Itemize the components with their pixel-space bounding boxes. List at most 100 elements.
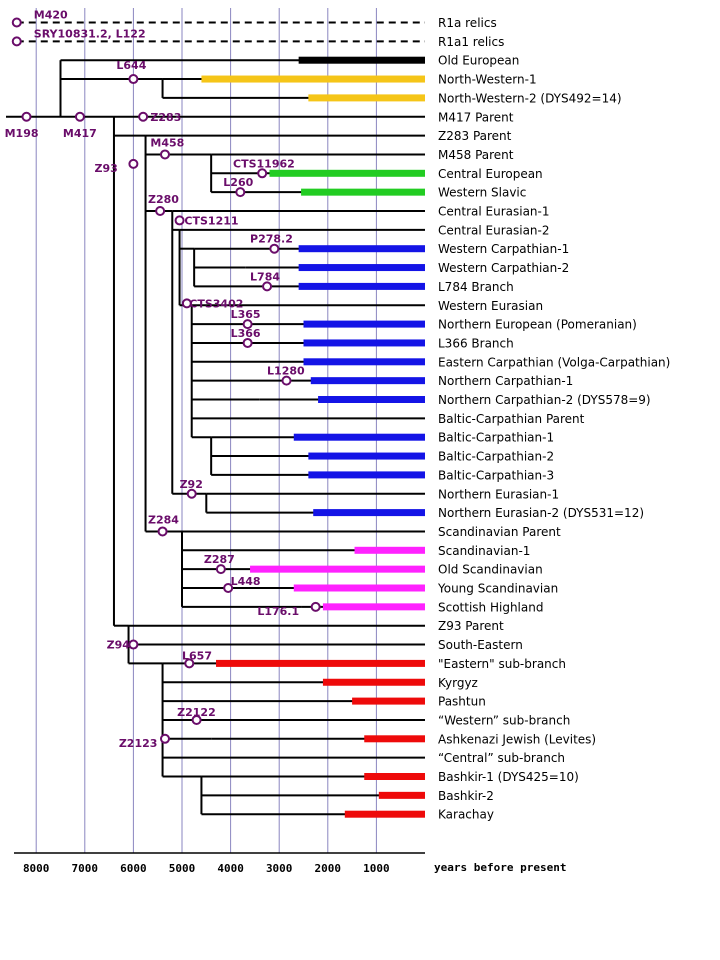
mutation-label-z287: Z287 (204, 553, 235, 566)
branch-bar-northern-carpathian-1 (310, 377, 425, 385)
mutation-marker-z93 (128, 158, 139, 169)
branch-bar-l366-branch (303, 339, 425, 347)
mutation-marker-cts3402 (181, 298, 192, 309)
mutation-marker-l644 (128, 74, 139, 85)
branch-label-central-eurasian-1: Central Eurasian-1 (438, 205, 550, 219)
mutation-label-z2123: Z2123 (119, 737, 158, 750)
mutation-label-cts11962: CTS11962 (233, 157, 295, 170)
branch-label-karachay: Karachay (438, 808, 494, 822)
mutation-label-l657: L657 (182, 649, 212, 662)
branch-label-south-eastern: South-Eastern (438, 638, 523, 652)
mutation-label-l260: L260 (223, 176, 253, 189)
mutation-label-l366: L366 (231, 327, 261, 340)
axis-tick-label: 3000 (266, 862, 293, 875)
mutation-label-l365: L365 (231, 308, 261, 321)
branch-label-r1a-relics: R1a relics (438, 16, 497, 30)
branch-label-central-sub-branch: “Central” sub-branch (438, 751, 565, 765)
branch-label-north-western-2-dys492-14: North-Western-2 (DYS492=14) (438, 91, 622, 105)
mutation-label-m417: M417 (63, 127, 97, 140)
branch-bar-western-carpathian-2 (298, 264, 425, 272)
branch-label-bashkir-2: Bashkir-2 (438, 789, 494, 803)
mutation-marker-l176-1 (310, 601, 321, 612)
mutation-marker-l657 (184, 658, 195, 669)
branch-bar-bashkir-1-dys425-10 (364, 773, 425, 780)
branch-bar-karachay (344, 810, 425, 818)
mutation-marker-l260 (235, 187, 246, 198)
mutation-label-z2122: Z2122 (177, 706, 216, 719)
mutation-marker-sry10831-2-l122 (11, 36, 22, 47)
branch-bar-eastern-carpathian-volga-carpathian (303, 358, 425, 366)
mutation-label-l448: L448 (231, 575, 261, 588)
branch-bar-scottish-highland (322, 603, 425, 611)
branch-bar-kyrgyz (322, 678, 425, 686)
branch-label-northern-european-pomeranian: Northern European (Pomeranian) (438, 318, 637, 332)
branch-bar-baltic-carpathian-1 (293, 433, 425, 441)
mutation-marker-z287 (215, 564, 226, 575)
mutation-label-l784: L784 (250, 270, 280, 283)
branch-label-r1a1-relics: R1a1 relics (438, 35, 504, 49)
branch-label-m417-parent: M417 Parent (438, 110, 514, 124)
branch-bar-old-scandinavian (250, 565, 425, 573)
branch-bar-northern-carpathian-2-dys578-9 (318, 396, 425, 403)
axis-tick-label: 6000 (120, 862, 147, 875)
branch-label-north-western-1: North-Western-1 (438, 73, 537, 87)
branch-label-western-sub-branch: “Western” sub-branch (438, 713, 570, 727)
branch-label-northern-carpathian-1: Northern Carpathian-1 (438, 374, 573, 388)
mutation-label-p278-2: P278.2 (250, 233, 293, 246)
branch-label-old-european: Old European (438, 54, 519, 68)
mutation-marker-l366 (242, 337, 253, 348)
mutation-label-l176-1: L176.1 (257, 605, 299, 618)
mutation-label-cts3402: CTS3402 (189, 297, 243, 310)
branch-label-baltic-carpathian-2: Baltic-Carpathian-2 (438, 450, 554, 464)
branch-label-l366-branch: L366 Branch (438, 336, 514, 350)
branch-label-scandinavian-parent: Scandinavian Parent (438, 525, 561, 539)
branch-bar-northern-eurasian-2-dys531-12 (313, 509, 425, 517)
branch-label-baltic-carpathian-1: Baltic-Carpathian-1 (438, 431, 554, 445)
mutation-marker-m198 (21, 111, 32, 122)
branch-label-scottish-highland: Scottish Highland (438, 600, 543, 614)
axis-tick-label: 7000 (72, 862, 99, 875)
branch-bar-baltic-carpathian-3 (308, 471, 425, 479)
branch-label-eastern-sub-branch: "Eastern" sub-branch (438, 657, 566, 671)
branch-bar-central-european (269, 169, 425, 177)
mutation-marker-l784 (262, 281, 273, 292)
mutation-label-m420: M420 (34, 9, 68, 22)
branch-label-m458-parent: M458 Parent (438, 148, 514, 162)
axis-unit-label: years before present (434, 861, 566, 874)
branch-label-old-scandinavian: Old Scandinavian (438, 563, 543, 577)
branch-label-northern-eurasian-1: Northern Eurasian-1 (438, 487, 559, 501)
branch-label-western-slavic: Western Slavic (438, 186, 526, 200)
mutation-label-sry10831-2-l122: SRY10831.2, L122 (34, 27, 146, 40)
branch-label-kyrgyz: Kyrgyz (438, 676, 478, 690)
branch-bar-ashkenazi-jewish-levites (364, 735, 425, 743)
branch-label-western-carpathian-2: Western Carpathian-2 (438, 261, 569, 275)
branch-bar-baltic-carpathian-2 (308, 452, 425, 460)
mutation-label-z93: Z93 (95, 162, 118, 175)
branch-label-central-eurasian-2: Central Eurasian-2 (438, 223, 550, 237)
branch-label-pashtun: Pashtun (438, 695, 486, 709)
mutation-marker-m417 (74, 111, 85, 122)
mutation-label-l1280: L1280 (267, 365, 305, 378)
branch-bar-old-european (298, 56, 425, 64)
branch-label-baltic-carpathian-parent: Baltic-Carpathian Parent (438, 412, 585, 426)
mutation-label-cts1211: CTS1211 (184, 214, 238, 227)
branch-bar-eastern-sub-branch (216, 659, 425, 667)
mutation-marker-m420 (11, 17, 22, 28)
branch-label-z283-parent: Z283 Parent (438, 129, 512, 143)
branch-label-z93-parent: Z93 Parent (438, 619, 504, 633)
mutation-label-z92: Z92 (180, 478, 203, 491)
mutation-marker-z284 (157, 526, 168, 537)
branch-label-eastern-carpathian-volga-carpathian: Eastern Carpathian (Volga-Carpathian) (438, 355, 670, 369)
branch-label-baltic-carpathian-3: Baltic-Carpathian-3 (438, 468, 554, 482)
mutation-label-z284: Z284 (148, 513, 179, 526)
mutation-marker-z2123 (159, 733, 170, 744)
mutation-label-l644: L644 (116, 59, 146, 72)
branch-bar-scandinavian-1 (354, 546, 425, 554)
branch-bar-northern-european-pomeranian (303, 320, 425, 328)
mutation-marker-l1280 (281, 375, 292, 386)
branch-label-scandinavian-1: Scandinavian-1 (438, 544, 530, 558)
mutation-marker-z94 (128, 639, 139, 650)
mutation-marker-cts1211 (174, 215, 185, 226)
branch-bar-young-scandinavian (293, 584, 425, 592)
